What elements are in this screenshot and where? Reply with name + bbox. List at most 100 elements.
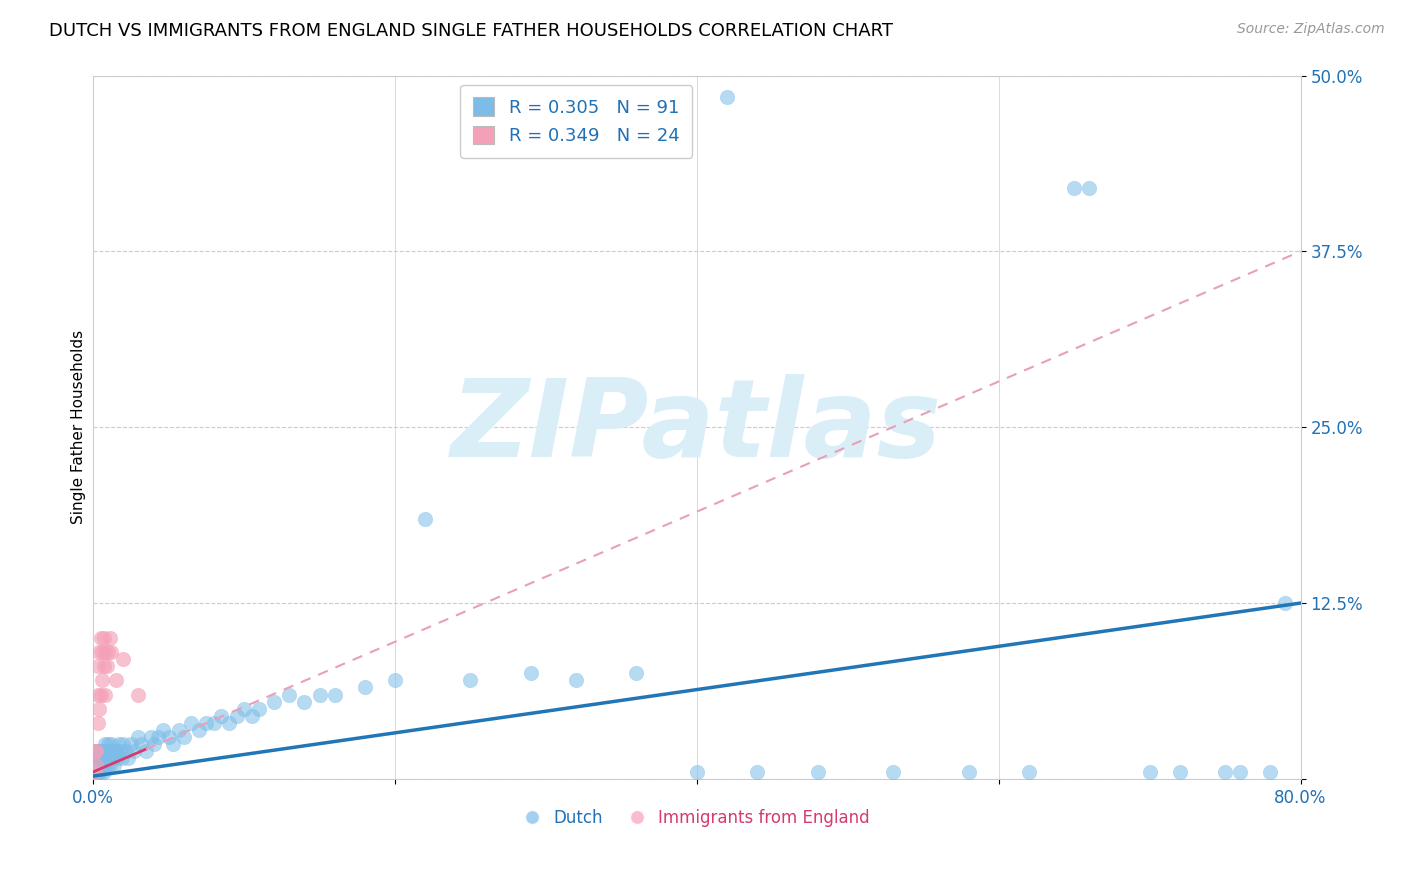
Point: [882, 764, 904, 779]
Legend: Dutch, Immigrants from England: Dutch, Immigrants from England: [517, 803, 876, 834]
Point: [83, 744, 105, 758]
Point: [86, 751, 108, 765]
Point: [460, 673, 482, 688]
Point: [167, 723, 190, 737]
Point: [308, 688, 330, 702]
Point: [83, 764, 105, 779]
Point: [115, 744, 138, 758]
Point: [195, 715, 218, 730]
Point: [747, 764, 769, 779]
Point: [89, 744, 111, 758]
Point: [173, 730, 195, 744]
Point: [91, 757, 114, 772]
Point: [98, 757, 121, 772]
Point: [1018, 764, 1040, 779]
Point: [93, 757, 115, 772]
Point: [202, 715, 225, 730]
Point: [413, 511, 436, 525]
Point: [86, 744, 108, 758]
Point: [120, 737, 142, 751]
Point: [90, 744, 112, 758]
Point: [104, 673, 127, 688]
Point: [225, 708, 247, 723]
Point: [84, 744, 107, 758]
Point: [84, 757, 107, 772]
Point: [110, 744, 132, 758]
Point: [247, 701, 270, 715]
Point: [94, 645, 117, 659]
Point: [93, 744, 115, 758]
Point: [91, 751, 114, 765]
Point: [86, 764, 108, 779]
Point: [90, 764, 112, 779]
Text: ZIPatlas: ZIPatlas: [451, 375, 942, 480]
Point: [263, 694, 285, 708]
Point: [686, 764, 709, 779]
Point: [83, 744, 105, 758]
Point: [89, 645, 111, 659]
Point: [84, 757, 107, 772]
Point: [1168, 764, 1191, 779]
Point: [93, 764, 115, 779]
Point: [957, 764, 980, 779]
Point: [104, 744, 127, 758]
Point: [86, 688, 108, 702]
Point: [127, 688, 149, 702]
Point: [139, 730, 162, 744]
Point: [91, 744, 114, 758]
Point: [323, 688, 346, 702]
Point: [716, 89, 738, 103]
Point: [353, 681, 375, 695]
Point: [103, 757, 125, 772]
Point: [111, 751, 134, 765]
Point: [89, 764, 111, 779]
Point: [180, 715, 202, 730]
Point: [101, 744, 124, 758]
Point: [84, 764, 107, 779]
Point: [94, 688, 117, 702]
Point: [294, 694, 316, 708]
Point: [218, 715, 240, 730]
Point: [565, 673, 588, 688]
Point: [127, 730, 149, 744]
Point: [520, 666, 543, 681]
Point: [240, 708, 263, 723]
Point: [98, 632, 121, 646]
Point: [86, 659, 108, 673]
Point: [84, 751, 107, 765]
Point: [162, 737, 184, 751]
Point: [1078, 181, 1101, 195]
Point: [384, 673, 406, 688]
Point: [86, 757, 108, 772]
Point: [90, 688, 112, 702]
Point: [1139, 764, 1161, 779]
Point: [157, 730, 180, 744]
Point: [108, 737, 131, 751]
Point: [112, 652, 135, 666]
Point: [91, 645, 114, 659]
Point: [1213, 764, 1236, 779]
Point: [122, 744, 145, 758]
Point: [135, 744, 157, 758]
Point: [94, 751, 117, 765]
Point: [90, 757, 112, 772]
Point: [211, 708, 233, 723]
Point: [152, 723, 174, 737]
Point: [84, 744, 107, 758]
Point: [97, 737, 120, 751]
Point: [96, 659, 118, 673]
Point: [97, 645, 120, 659]
Point: [97, 751, 120, 765]
Point: [187, 723, 209, 737]
Point: [100, 737, 122, 751]
Point: [1063, 181, 1085, 195]
Point: [98, 744, 121, 758]
Text: DUTCH VS IMMIGRANTS FROM ENGLAND SINGLE FATHER HOUSEHOLDS CORRELATION CHART: DUTCH VS IMMIGRANTS FROM ENGLAND SINGLE …: [49, 22, 893, 40]
Point: [626, 666, 648, 681]
Point: [83, 757, 105, 772]
Point: [86, 715, 108, 730]
Point: [1274, 596, 1296, 610]
Text: Source: ZipAtlas.com: Source: ZipAtlas.com: [1237, 22, 1385, 37]
Point: [94, 737, 117, 751]
Point: [93, 659, 115, 673]
